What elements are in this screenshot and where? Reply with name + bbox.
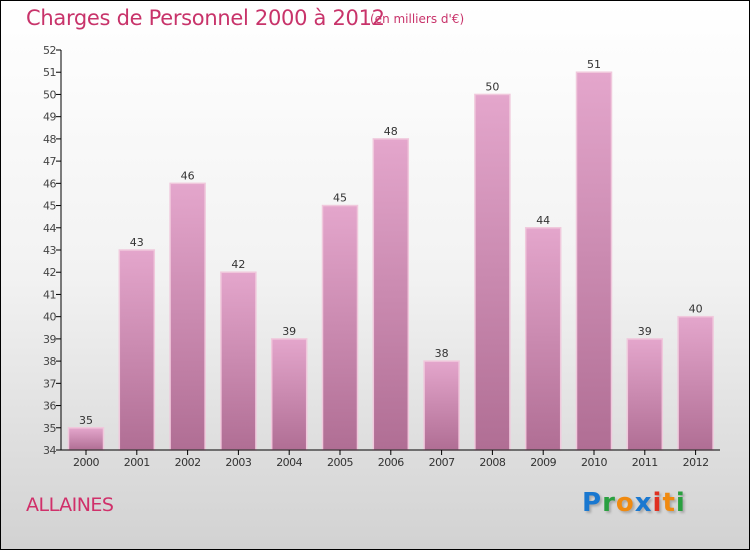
x-tick-label: 2006 [378,456,404,469]
y-tick-label: 41 [43,288,56,301]
y-tick-label: 47 [43,155,56,168]
x-tick-label: 2005 [327,456,353,469]
y-tick-label: 50 [43,88,56,101]
bar-2008 [474,93,511,451]
chart-subtitle: (en milliers d'€) [370,12,465,26]
y-tick-label: 43 [43,244,56,257]
y-tick-label: 44 [43,222,56,235]
y-tick-label: 49 [43,111,56,124]
x-tick-label: 2012 [683,456,709,469]
x-tick-label: 2010 [581,456,607,469]
x-tick-label: 2011 [632,456,658,469]
y-tick-label: 37 [43,377,56,390]
data-label: 38 [435,347,449,360]
y-tick-label: 46 [43,177,56,190]
x-tick-label: 2000 [73,456,99,469]
bar-2000 [67,427,105,451]
logo-letter: x [634,488,653,518]
x-tick-label: 2009 [530,456,556,469]
data-label: 48 [384,125,398,138]
data-label: 40 [689,303,703,316]
data-label: 50 [485,80,499,93]
data-label: 39 [638,325,652,338]
x-tick-label: 2008 [479,456,505,469]
y-tick-label: 35 [43,422,56,435]
location-label: ALLAINES [26,494,114,516]
x-tick-label: 2001 [124,456,150,469]
logo-letter: t [662,488,676,518]
data-label: 46 [181,169,195,182]
logo-letter: P [582,488,603,518]
x-tick-label: 2004 [276,456,302,469]
data-label: 45 [333,192,347,205]
y-tick-label: 45 [43,200,56,213]
y-tick-label: 52 [43,44,56,57]
y-tick-label: 38 [43,355,56,368]
data-label: 35 [79,414,93,427]
y-tick-label: 48 [43,133,56,146]
data-label: 44 [536,214,550,227]
bar-2011 [626,338,664,451]
bar-2005 [321,204,359,451]
data-label: 39 [282,325,296,338]
logo-letter: r [602,488,616,518]
logo-letter: o [615,488,635,518]
y-tick-label: 42 [43,266,56,279]
y-tick-label: 36 [43,400,56,413]
bar-2003 [220,271,257,451]
data-label: 42 [231,258,245,271]
x-tick-label: 2002 [175,456,201,469]
bar-2012 [677,315,714,451]
bar-2007 [423,360,460,451]
x-tick-label: 2003 [225,456,251,469]
proxiti-logo: Proxiti [582,488,686,518]
y-tick-label: 51 [43,66,56,79]
chart-title: Charges de Personnel 2000 à 2012 [26,6,385,30]
data-label: 51 [587,58,601,71]
bar-2010 [575,71,613,451]
data-label: 43 [130,236,144,249]
bar-2004 [270,338,308,451]
bar-2001 [118,249,156,451]
logo-letter: i [675,488,686,518]
bar-2006 [372,138,410,451]
logo-letter: i [652,488,663,518]
y-tick-label: 34 [43,444,56,457]
bar-2002 [169,182,206,451]
y-tick-label: 40 [43,311,56,324]
x-tick-label: 2007 [429,456,455,469]
y-tick-label: 39 [43,333,56,346]
bar-2009 [524,227,562,451]
